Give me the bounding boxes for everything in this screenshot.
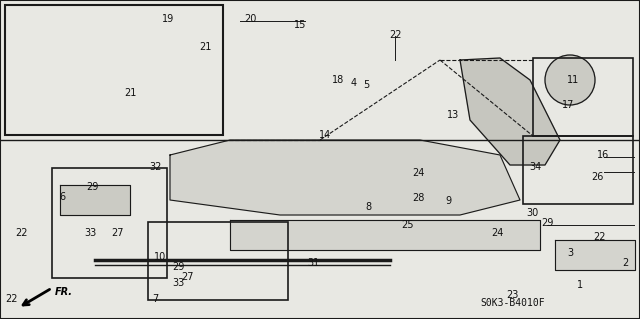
Text: 23: 23 [506,290,518,300]
Bar [5,5,223,135]
Text: 28: 28 [412,193,424,203]
Text: 13: 13 [447,110,459,120]
Text: 34: 34 [529,162,541,172]
Text: 25: 25 [401,220,413,230]
Text: 22: 22 [16,228,28,238]
Text: 17: 17 [562,100,574,110]
Text: 21: 21 [124,88,136,98]
Text: 6: 6 [59,192,65,202]
Text: 30: 30 [526,208,538,218]
Text: S0K3-B4010F: S0K3-B4010F [480,298,545,308]
Text: 21: 21 [199,42,211,52]
Polygon shape [460,58,560,165]
Text: 29: 29 [541,218,553,228]
Text: 11: 11 [567,75,579,85]
Text: 2: 2 [622,258,628,268]
Circle shape [545,55,595,105]
Text: 16: 16 [597,150,609,160]
Text: 26: 26 [591,172,603,182]
Text: 29: 29 [86,182,98,192]
Text: 20: 20 [244,14,256,24]
Bar [148,222,288,300]
Text: 22: 22 [594,232,606,242]
Text: 9: 9 [445,196,451,206]
Text: 27: 27 [182,272,195,282]
Text: 15: 15 [294,20,306,30]
Polygon shape [230,220,540,250]
Text: 24: 24 [412,168,424,178]
Text: 3: 3 [567,248,573,258]
Bar [533,58,633,136]
Polygon shape [555,240,635,270]
Text: 33: 33 [172,278,184,288]
Bar [523,136,633,204]
Text: 31: 31 [307,258,319,268]
Polygon shape [60,185,130,215]
Text: 22: 22 [6,294,19,304]
Polygon shape [170,140,520,215]
Text: 19: 19 [162,14,174,24]
Text: 33: 33 [84,228,96,238]
Text: 1: 1 [577,280,583,290]
Text: 8: 8 [365,202,371,212]
Text: 4: 4 [351,78,357,88]
Text: 7: 7 [152,294,158,304]
Bar [52,168,167,278]
Text: 24: 24 [491,228,503,238]
Text: 14: 14 [319,130,331,140]
Text: 22: 22 [388,30,401,40]
Text: 29: 29 [172,262,184,272]
Text: 27: 27 [112,228,124,238]
Text: 5: 5 [363,80,369,90]
Text: 32: 32 [150,162,162,172]
Text: 10: 10 [154,252,166,262]
Text: FR.: FR. [55,287,73,297]
Text: 18: 18 [332,75,344,85]
